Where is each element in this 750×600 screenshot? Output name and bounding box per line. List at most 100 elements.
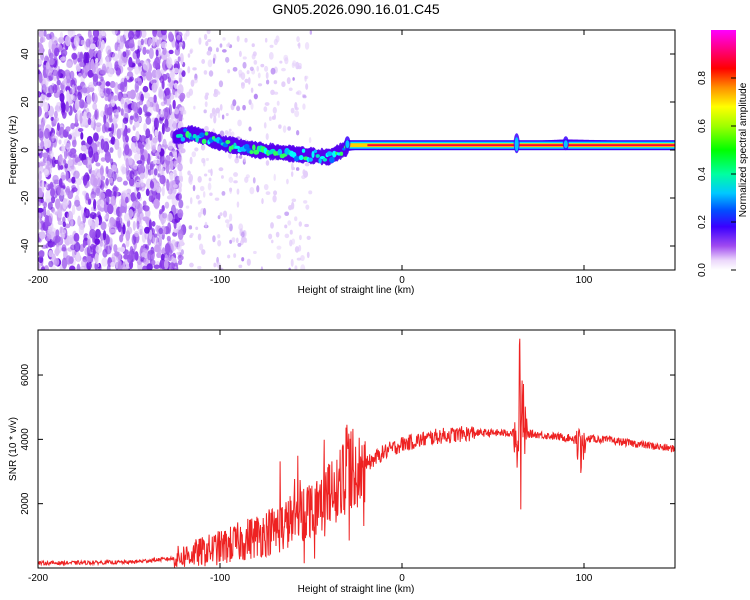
noise-blob — [189, 179, 193, 185]
noise-blob — [167, 77, 171, 83]
noise-blob — [139, 144, 144, 155]
noise-blob — [43, 128, 51, 139]
noise-blob — [173, 169, 177, 175]
noise-blob — [86, 261, 92, 270]
noise-blob — [273, 38, 278, 46]
noise-blob — [174, 91, 178, 98]
noise-blob — [96, 200, 102, 205]
noise-blob — [158, 235, 163, 247]
colorbar-tick-label: 0.0 — [697, 263, 708, 277]
noise-blob — [122, 224, 126, 235]
noise-blob — [296, 130, 300, 136]
noise-blob — [233, 253, 237, 258]
noise-blob — [150, 180, 155, 189]
noise-blob — [120, 98, 125, 105]
noise-blob — [120, 108, 124, 116]
noise-blob — [203, 173, 208, 177]
noise-blob — [43, 169, 49, 176]
noise-blob — [176, 156, 182, 164]
noise-blob — [96, 168, 103, 179]
noise-blob — [160, 30, 167, 36]
noise-blob — [203, 33, 208, 40]
noise-blob — [115, 67, 121, 76]
noise-blob — [121, 266, 128, 270]
noise-blob — [71, 165, 75, 170]
noise-blob — [224, 219, 230, 224]
ridge-hotspot — [252, 144, 256, 151]
noise-blob — [170, 239, 177, 252]
noise-blob — [114, 82, 119, 94]
noise-blob — [77, 215, 82, 227]
noise-blob — [155, 69, 162, 79]
noise-blob — [59, 164, 64, 170]
noise-blob — [219, 104, 223, 111]
noise-blob — [276, 252, 281, 260]
noise-blob — [238, 223, 244, 231]
noise-blob — [77, 128, 84, 133]
noise-blob — [205, 92, 210, 96]
noise-blob — [232, 99, 237, 107]
noise-blob — [273, 113, 277, 120]
noise-blob — [92, 180, 98, 192]
noise-blob — [89, 43, 96, 50]
noise-blob — [72, 30, 76, 38]
noise-blob — [61, 244, 67, 252]
noise-blob — [189, 49, 193, 54]
noise-blob — [114, 42, 118, 51]
noise-blob — [136, 92, 141, 101]
noise-blob — [52, 83, 58, 94]
noise-blob — [183, 33, 188, 41]
noise-blob — [73, 232, 80, 242]
noise-blob — [291, 198, 297, 203]
noise-blob — [166, 179, 170, 191]
noise-blob — [69, 265, 76, 270]
noise-blob — [75, 65, 81, 72]
noise-blob — [178, 43, 184, 47]
noise-blob — [158, 91, 166, 100]
noise-blob — [94, 252, 99, 265]
noise-blob — [195, 194, 200, 200]
noise-blob — [47, 201, 53, 210]
spectrogram-xtick-label: -100 — [210, 275, 230, 286]
noise-blob — [203, 70, 208, 75]
noise-blob — [201, 58, 206, 65]
noise-blob — [66, 60, 73, 69]
noise-blob — [48, 227, 52, 235]
noise-blob — [172, 99, 176, 110]
noise-blob — [125, 196, 129, 204]
noise-blob — [241, 257, 245, 262]
noise-blob — [66, 89, 70, 102]
noise-blob — [131, 234, 137, 245]
noise-blob — [232, 66, 238, 72]
noise-blob — [305, 204, 310, 210]
noise-blob — [257, 72, 261, 79]
noise-blob — [127, 128, 131, 133]
noise-blob — [272, 106, 277, 114]
noise-blob — [109, 147, 114, 153]
noise-blob — [38, 181, 41, 188]
snr-ticks: -200 -100 0 100 2000 4000 6000 — [20, 330, 675, 584]
noise-blob — [308, 190, 313, 195]
spectrogram-ytick-label: 0 — [20, 147, 31, 153]
noise-blob — [147, 96, 155, 103]
colorbar-tick-label: 0.8 — [697, 71, 708, 85]
noise-blob — [142, 200, 147, 207]
noise-blob — [302, 95, 307, 99]
noise-blob — [167, 212, 173, 222]
noise-blob — [228, 176, 234, 183]
noise-blob — [86, 135, 93, 145]
noise-blob — [95, 244, 102, 254]
noise-blob — [180, 249, 184, 256]
noise-blob — [45, 33, 52, 40]
noise-blob — [180, 56, 184, 65]
noise-blob — [58, 126, 65, 139]
noise-blob — [207, 182, 212, 191]
noise-blob — [94, 238, 100, 246]
noise-blob — [153, 198, 160, 209]
noise-blob — [122, 180, 128, 186]
noise-blob — [173, 67, 179, 74]
noise-blob — [92, 102, 97, 111]
noise-blob — [294, 110, 300, 118]
noise-blob — [76, 263, 81, 270]
noise-blob — [236, 201, 240, 208]
